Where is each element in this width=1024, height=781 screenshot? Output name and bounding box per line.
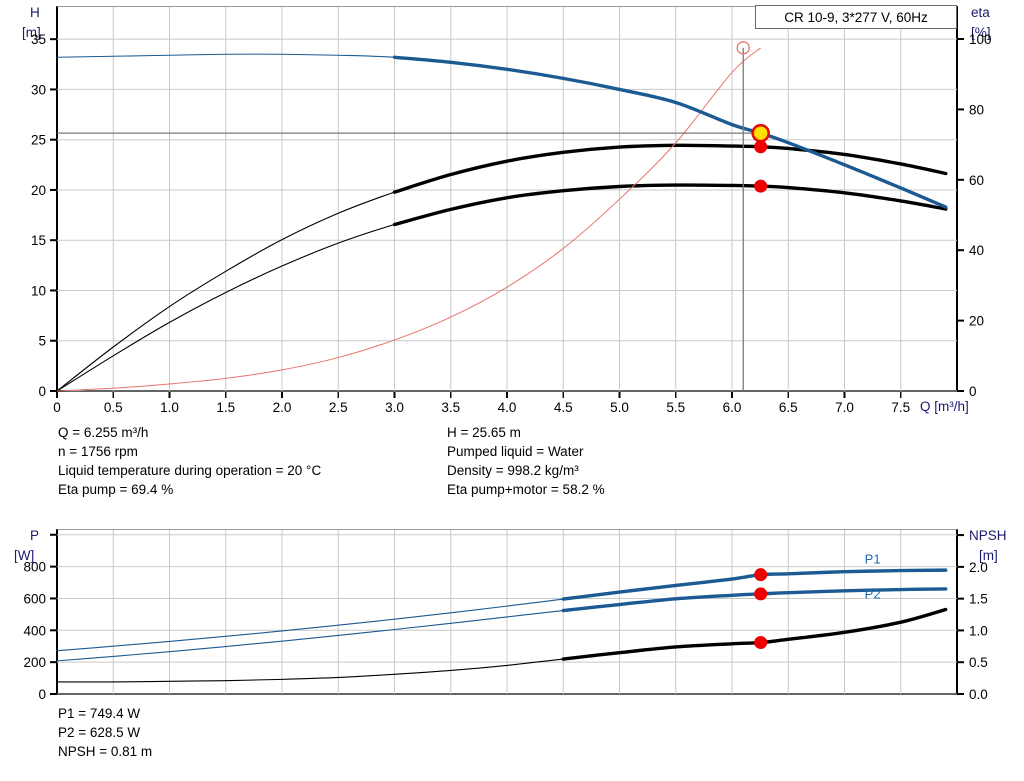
p2-curve-thin <box>56 588 947 662</box>
p1-curve-label: P1 <box>865 551 881 566</box>
y2-tick-label-top: 20 <box>969 314 984 329</box>
x-tick-label-top: 6.5 <box>779 400 798 415</box>
y-tick-label-bottom: 800 <box>23 560 46 575</box>
y2-tick-label-bottom: 0.5 <box>969 655 988 670</box>
y2-tick-label-bottom: 0.0 <box>969 687 988 702</box>
y2-tick-label-bottom: 1.0 <box>969 623 988 638</box>
pump-model-title-box: CR 10-9, 3*277 V, 60Hz <box>755 5 957 29</box>
x-tick-label-top: 4.5 <box>554 400 573 415</box>
head-curve-bold <box>392 55 948 209</box>
p2-curve-label: P2 <box>865 586 881 601</box>
h-axis-caption-unit: H <box>30 5 40 20</box>
npsh-curve-thin <box>56 608 947 683</box>
y2-tick-label-top: 60 <box>969 173 984 188</box>
x-tick-label-top: 3.0 <box>385 400 404 415</box>
x-tick-label-top: 0 <box>53 400 61 415</box>
x-tick-label-top: 5.0 <box>610 400 629 415</box>
y2-tick-label-top: 40 <box>969 243 984 258</box>
x-tick-label-top: 7.0 <box>835 400 854 415</box>
y-tick-label-bottom: 200 <box>23 655 46 670</box>
duty-point-eta-pump-icon[interactable] <box>754 140 768 154</box>
power-data: P1 = 749.4 W P2 = 628.5 W NPSH = 0.81 m <box>58 704 152 761</box>
duty-point-p2-icon[interactable] <box>754 587 768 601</box>
y-tick-label-top: 35 <box>31 32 46 47</box>
y-tick-label-top: 15 <box>31 233 46 248</box>
x-tick-label-top: 7.5 <box>891 400 910 415</box>
info-q: Q = 6.255 m³/h <box>58 425 149 440</box>
x-tick-label-top: 4.0 <box>498 400 517 415</box>
duty-point-npsh-icon[interactable] <box>754 636 768 650</box>
y-tick-label-bottom: 600 <box>23 591 46 606</box>
x-tick-label-top: 6.0 <box>723 400 742 415</box>
p-axis-caption-bracket: [W] <box>14 548 35 563</box>
y2-tick-label-top: 80 <box>969 102 984 117</box>
p-axis-caption-unit: P <box>30 528 40 543</box>
x-tick-label-top: 1.5 <box>216 400 235 415</box>
info-npsh: NPSH = 0.81 m <box>58 744 153 759</box>
operating-data-left: Q = 6.255 m³/h n = 1756 rpm Liquid tempe… <box>58 423 321 499</box>
y-tick-label-top: 30 <box>31 82 46 97</box>
red-reference-curve <box>56 47 762 392</box>
y-tick-label-top: 25 <box>31 133 46 148</box>
duty-point-red-curve-icon <box>736 41 750 55</box>
q-axis-caption: Q [m³/h] <box>920 399 969 414</box>
info-n: n = 1756 rpm <box>58 444 138 459</box>
info-p2: P2 = 628.5 W <box>58 725 141 740</box>
p1-curve-thin <box>56 569 947 652</box>
x-tick-label-top: 2.5 <box>329 400 348 415</box>
info-etapump: Eta pump = 69.4 % <box>58 482 174 497</box>
y-tick-label-bottom: 400 <box>23 623 46 638</box>
info-etapumpmotor: Eta pump+motor = 58.2 % <box>447 482 605 497</box>
y-tick-label-top: 5 <box>38 334 46 349</box>
eta-pump-motor-curve-bold <box>392 183 948 227</box>
eta-pump-curve-thin <box>56 144 947 392</box>
y2-tick-label-top: 0 <box>969 384 977 399</box>
head-curve-thin <box>56 53 947 208</box>
duty-point-head-icon[interactable] <box>751 123 770 143</box>
x-tick-label-top: 0.5 <box>104 400 123 415</box>
info-density: Density = 998.2 kg/m³ <box>447 463 579 478</box>
y2-tick-label-bottom: 2.0 <box>969 560 988 575</box>
duty-point-eta-pump-motor-icon[interactable] <box>754 179 768 193</box>
info-p1: P1 = 749.4 W <box>58 706 141 721</box>
operating-data-right: H = 25.65 m Pumped liquid = Water Densit… <box>447 423 605 499</box>
npsh-axis-caption-bracket: [m] <box>979 548 998 563</box>
eta-pump-curve-bold <box>392 143 948 194</box>
y-tick-label-top: 0 <box>38 384 46 399</box>
x-tick-label-top: 5.5 <box>666 400 685 415</box>
npsh-axis-caption-unit: NPSH <box>969 528 1007 543</box>
x-tick-label-top: 3.5 <box>441 400 460 415</box>
duty-point-p1-icon[interactable] <box>754 568 768 582</box>
x-tick-label-top: 2.0 <box>273 400 292 415</box>
h-axis-caption-bracket: [m] <box>22 25 41 40</box>
eta-axis-caption-unit: eta <box>971 5 990 20</box>
y-tick-label-top: 20 <box>31 183 46 198</box>
eta-pump-motor-curve-thin <box>56 184 947 392</box>
y-tick-label-bottom: 0 <box>38 687 46 702</box>
info-liquid: Pumped liquid = Water <box>447 444 584 459</box>
pump-model-title: CR 10-9, 3*277 V, 60Hz <box>784 9 928 25</box>
y2-tick-label-bottom: 1.5 <box>969 592 988 607</box>
eta-axis-caption-bracket: [%] <box>971 25 991 40</box>
x-tick-label-top: 1.0 <box>160 400 179 415</box>
info-temp: Liquid temperature during operation = 20… <box>58 463 322 478</box>
npsh-curve-bold <box>561 607 948 661</box>
y2-tick-label-top: 100 <box>969 32 992 47</box>
info-h: H = 25.65 m <box>447 425 521 440</box>
y-tick-label-top: 10 <box>31 283 46 298</box>
